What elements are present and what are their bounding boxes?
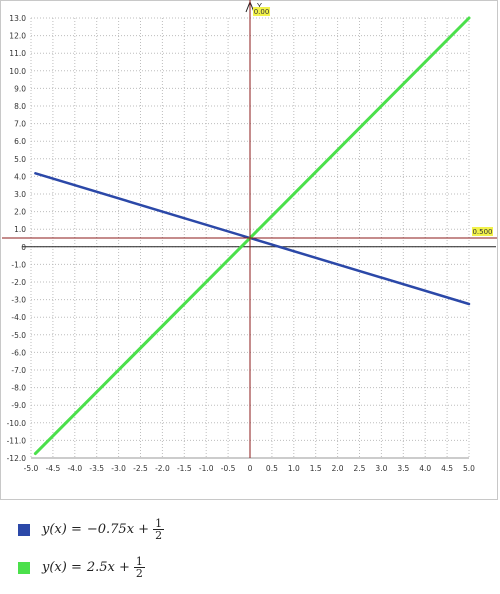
grid	[0, 0, 498, 500]
x-tick-label: 2.0	[332, 464, 344, 473]
y-tick-label: -4.0	[11, 313, 26, 322]
y-tick-label: -5.0	[11, 331, 26, 340]
x-tick-label: 1.0	[288, 464, 300, 473]
equation-lhs: y(x) =	[42, 522, 82, 537]
function-plot: -5.0 -4.5 -4.0 -3.5 -3.0 -2.5 -2.0 -1.5 -1.0 -0.5…	[0, 0, 498, 500]
fraction-denominator: 2	[155, 529, 163, 542]
cursor-y-value: 0.500	[472, 228, 492, 236]
y-tick-label: 7.0	[14, 120, 26, 129]
y-tick-label: 9.0	[14, 84, 26, 93]
equation-lhs: y(x) =	[42, 560, 82, 575]
series-line-blue	[34, 172, 471, 306]
y-tick-label: 13.0	[9, 14, 26, 23]
x-tick-label: 5.0	[463, 464, 475, 473]
equation-rhs: 2.5x +	[86, 560, 130, 575]
y-tick-label: -1.0	[11, 260, 26, 269]
y-tick-label: 10.0	[9, 67, 26, 76]
x-tick-label: 4.0	[419, 464, 431, 473]
y-tick-label: -11.0	[7, 436, 27, 445]
fraction: 1 2	[153, 517, 165, 542]
series-lines	[33, 16, 471, 456]
y-tick-label: 1.0	[14, 225, 26, 234]
y-tick-label: 8.0	[14, 102, 26, 111]
x-tick-label: -1.5	[177, 464, 192, 473]
legend-swatch-blue	[18, 523, 30, 536]
x-tick-label: 0	[248, 464, 253, 473]
x-tick-label: -2.5	[133, 464, 148, 473]
x-tick-label: 1.5	[310, 464, 322, 473]
y-tick-label: 3.0	[14, 190, 26, 199]
x-tick-label: 0.5	[266, 464, 278, 473]
y-tick-label: -10.0	[7, 419, 27, 428]
y-tick-label: -9.0	[11, 401, 26, 410]
legend-item-blue: y(x) = −0.75x + 1 2	[18, 517, 165, 542]
y-axis-label: Y	[256, 2, 262, 11]
y-tick-label: 0	[21, 243, 26, 252]
x-tick-label: 2.5	[354, 464, 366, 473]
x-tick-label: 3.5	[397, 464, 409, 473]
x-tick-label: -2.0	[155, 464, 170, 473]
cursor-guides: 0.00 0.500	[2, 0, 497, 458]
x-tick-label: -3.5	[89, 464, 104, 473]
y-tick-label: 2.0	[14, 208, 26, 217]
y-tick-label: -6.0	[11, 348, 26, 357]
cursor-y-badge	[472, 227, 493, 236]
fraction-denominator: 2	[135, 567, 143, 580]
x-tick-label: -1.0	[199, 464, 214, 473]
fraction-numerator: 1	[133, 555, 145, 568]
y-tick-label: 11.0	[9, 49, 26, 58]
x-tick-label: -4.0	[67, 464, 82, 473]
plot-frame	[0, 0, 498, 500]
x-tick-label: -0.5	[221, 464, 236, 473]
x-tick-label: -4.5	[46, 464, 61, 473]
fraction-numerator: 1	[153, 517, 165, 530]
legend-swatch-green	[18, 561, 30, 574]
y-tick-label: -8.0	[11, 384, 26, 393]
y-tick-label: -7.0	[11, 366, 26, 375]
x-tick-label: -5.0	[24, 464, 39, 473]
legend-equation-blue: y(x) = −0.75x + 1 2	[42, 517, 165, 542]
cursor-x-value: 0.00	[254, 8, 270, 16]
x-tick-label: 3.0	[375, 464, 387, 473]
tick-labels: -5.0 -4.5 -4.0 -3.5 -3.0 -2.5 -2.0 -1.5 -1.0 -0.5…	[7, 2, 476, 473]
equation-rhs: −0.75x +	[86, 522, 150, 537]
legend-equation-green: y(x) = 2.5x + 1 2	[42, 556, 145, 579]
y-tick-label: 4.0	[14, 172, 26, 181]
y-tick-label: 12.0	[9, 32, 26, 41]
y-tick-label: 5.0	[14, 155, 26, 164]
x-tick-label: 4.5	[441, 464, 453, 473]
y-tick-label: -3.0	[11, 296, 26, 305]
series-line-green	[33, 16, 471, 456]
cursor-x-badge	[253, 7, 270, 16]
y-tick-label: -12.0	[7, 454, 27, 463]
legend: y(x) = −0.75x + 1 2 y(x) = 2.5x + 1 2	[0, 500, 500, 594]
y-tick-label: 6.0	[14, 137, 26, 146]
fraction: 1 2	[133, 555, 145, 580]
y-tick-label: -2.0	[11, 278, 26, 287]
legend-item-green: y(x) = 2.5x + 1 2	[18, 556, 145, 579]
x-tick-label: -3.0	[111, 464, 126, 473]
